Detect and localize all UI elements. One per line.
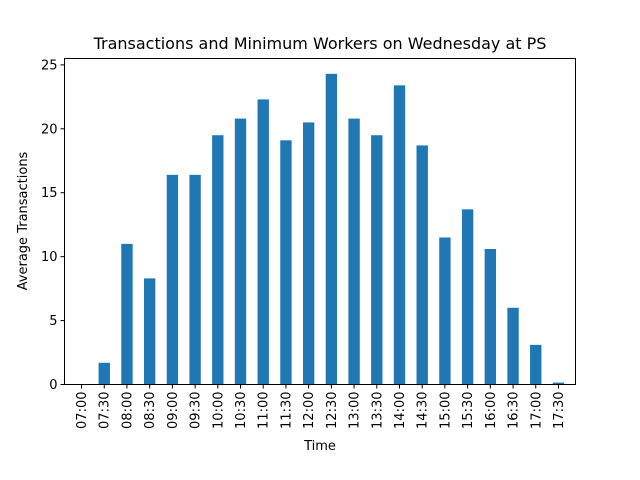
x-tick-label: 07:00 bbox=[75, 392, 90, 429]
bar-1730 bbox=[552, 382, 565, 385]
bar-1130 bbox=[280, 140, 292, 385]
chart-title: Transactions and Minimum Workers on Wedn… bbox=[93, 34, 547, 53]
x-tick-label: 15:00 bbox=[438, 392, 453, 429]
bar-0900 bbox=[166, 174, 179, 385]
x-tick-label: 10:00 bbox=[211, 392, 226, 429]
bar-0800 bbox=[121, 243, 133, 385]
plot-frame bbox=[64, 58, 576, 385]
bar-1030 bbox=[234, 118, 247, 385]
x-tick-label: 12:00 bbox=[302, 392, 317, 429]
x-tick-label: 09:00 bbox=[166, 392, 181, 429]
bar-0930 bbox=[189, 174, 201, 385]
x-tick-label: 11:00 bbox=[257, 392, 272, 429]
x-tick-label: 16:00 bbox=[484, 392, 499, 429]
bar-1630 bbox=[507, 307, 519, 385]
y-axis-label: Average Transactions bbox=[16, 151, 31, 290]
bar-0730 bbox=[98, 362, 110, 385]
bar-1000 bbox=[212, 135, 224, 385]
x-axis-ticks: 07:00 07:30 08:00 08:30 09:00 09:30 10:00 10:30… bbox=[75, 384, 567, 429]
bar-1530 bbox=[461, 209, 474, 385]
bars-group bbox=[98, 73, 565, 385]
y-tick-label: 15 bbox=[41, 186, 58, 201]
bar-0830 bbox=[143, 278, 156, 385]
x-tick-label: 15:30 bbox=[461, 392, 476, 429]
x-tick-label: 17:00 bbox=[529, 392, 544, 429]
y-tick-label: 5 bbox=[49, 314, 57, 329]
bar-1200 bbox=[302, 122, 315, 385]
bar-1700 bbox=[530, 344, 542, 385]
x-tick-label: 08:30 bbox=[143, 392, 158, 429]
x-tick-label: 13:00 bbox=[348, 392, 363, 429]
y-tick-label: 20 bbox=[41, 122, 58, 137]
bar-1500 bbox=[439, 237, 451, 385]
bar-1300 bbox=[348, 118, 360, 385]
bar-1230 bbox=[325, 73, 338, 385]
bar-1330 bbox=[371, 135, 383, 385]
x-tick-label: 10:30 bbox=[234, 392, 249, 429]
x-axis-label: Time bbox=[303, 439, 336, 454]
x-tick-label: 07:30 bbox=[98, 392, 113, 429]
bar-1600 bbox=[484, 248, 497, 385]
x-tick-label: 17:30 bbox=[552, 392, 567, 429]
x-tick-label: 14:30 bbox=[416, 392, 431, 429]
x-tick-label: 16:30 bbox=[507, 392, 522, 429]
x-tick-label: 13:30 bbox=[370, 392, 385, 429]
x-tick-label: 14:00 bbox=[393, 392, 408, 429]
x-tick-label: 12:30 bbox=[325, 392, 340, 429]
x-tick-label: 11:30 bbox=[279, 392, 294, 429]
y-axis-ticks: 0 5 10 15 20 25 bbox=[41, 58, 65, 393]
bar-1430 bbox=[416, 145, 428, 385]
x-tick-label: 08:00 bbox=[120, 392, 135, 429]
bar-1100 bbox=[257, 99, 269, 385]
bar-1400 bbox=[393, 85, 406, 385]
y-tick-label: 0 bbox=[49, 378, 57, 393]
y-tick-label: 10 bbox=[41, 250, 58, 265]
x-tick-label: 09:30 bbox=[189, 392, 204, 429]
y-tick-label: 25 bbox=[41, 58, 58, 73]
